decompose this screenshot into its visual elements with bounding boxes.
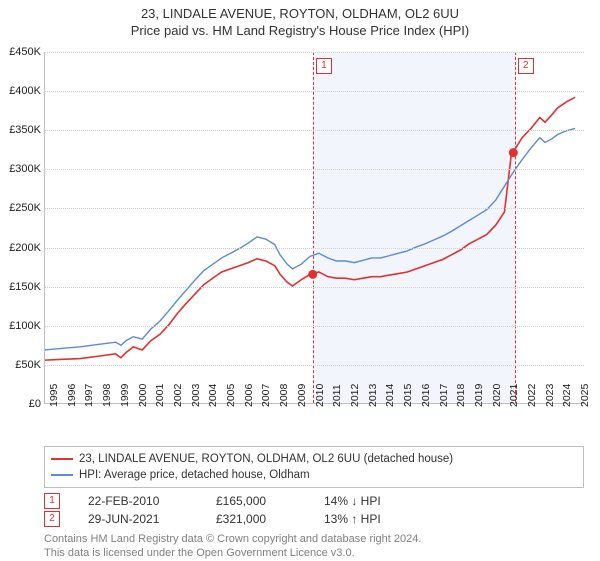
y-axis-label: £450K xyxy=(9,46,41,58)
sale-price: £165,000 xyxy=(216,494,296,508)
x-axis-label: 2001 xyxy=(154,384,166,407)
chart-svg xyxy=(45,52,584,403)
x-axis-label: 2019 xyxy=(473,384,485,407)
legend-label: 23, LINDALE AVENUE, ROYTON, OLDHAM, OL2 … xyxy=(79,451,453,467)
x-axis-label: 1997 xyxy=(83,384,95,407)
x-axis-label: 2012 xyxy=(349,384,361,407)
sale-label-box: 1 xyxy=(316,58,332,74)
attribution: Contains HM Land Registry data © Crown c… xyxy=(44,532,584,561)
y-axis-label: £200K xyxy=(9,242,41,254)
x-axis-label: 2007 xyxy=(260,384,272,407)
x-axis-label: 2016 xyxy=(420,384,432,407)
x-axis-label: 1998 xyxy=(101,384,113,407)
x-axis-label: 2006 xyxy=(243,384,255,407)
legend-label: HPI: Average price, detached house, Oldh… xyxy=(79,467,310,483)
x-axis-label: 2014 xyxy=(384,384,396,407)
sale-date: 22-FEB-2010 xyxy=(88,494,188,508)
legend-item: 23, LINDALE AVENUE, ROYTON, OLDHAM, OL2 … xyxy=(51,451,577,467)
x-axis-label: 2011 xyxy=(331,384,343,407)
sale-marker-icon: 1 xyxy=(44,493,60,509)
sale-delta: 14% ↓ HPI xyxy=(324,494,381,508)
x-axis-label: 1995 xyxy=(48,384,60,407)
y-axis-label: £100K xyxy=(9,320,41,332)
sale-dot xyxy=(509,148,518,157)
sale-marker-icon: 2 xyxy=(44,511,60,527)
sale-row: 2 29-JUN-2021 £321,000 13% ↑ HPI xyxy=(44,511,584,527)
x-axis-label: 1999 xyxy=(119,384,131,407)
attribution-line: This data is licensed under the Open Gov… xyxy=(44,546,584,560)
x-axis-label: 2008 xyxy=(278,384,290,407)
x-axis-label: 2002 xyxy=(172,384,184,407)
x-axis-label: 2010 xyxy=(314,384,326,407)
y-axis-label: £150K xyxy=(9,281,41,293)
x-axis-label: 2003 xyxy=(190,384,202,407)
y-axis-label: £350K xyxy=(9,124,41,136)
x-axis-label: 2020 xyxy=(491,384,503,407)
sale-label-box: 2 xyxy=(518,58,534,74)
sale-row: 1 22-FEB-2010 £165,000 14% ↓ HPI xyxy=(44,493,584,509)
x-axis-label: 2025 xyxy=(579,384,591,407)
x-axis-label: 2024 xyxy=(561,384,573,407)
x-axis-label: 2013 xyxy=(367,384,379,407)
series-line xyxy=(45,97,575,360)
attribution-line: Contains HM Land Registry data © Crown c… xyxy=(44,532,584,546)
x-axis-label: 2021 xyxy=(508,384,520,407)
x-axis-label: 2005 xyxy=(225,384,237,407)
x-axis-label: 2009 xyxy=(296,384,308,407)
title-subtitle: Price paid vs. HM Land Registry's House … xyxy=(0,23,600,38)
x-axis-label: 2015 xyxy=(402,384,414,407)
series-line xyxy=(45,128,575,349)
legend-swatch xyxy=(51,474,73,476)
x-axis-label: 1996 xyxy=(66,384,78,407)
sale-price: £321,000 xyxy=(216,512,296,526)
x-axis-label: 2004 xyxy=(207,384,219,407)
sale-delta: 13% ↑ HPI xyxy=(324,512,381,526)
x-axis-label: 2000 xyxy=(137,384,149,407)
legend-item: HPI: Average price, detached house, Oldh… xyxy=(51,467,577,483)
x-axis-label: 2017 xyxy=(438,384,450,407)
legend-swatch xyxy=(51,458,73,460)
title-address: 23, LINDALE AVENUE, ROYTON, OLDHAM, OL2 … xyxy=(0,6,600,21)
y-axis-label: £50K xyxy=(15,359,41,371)
x-axis-label: 2022 xyxy=(526,384,538,407)
x-axis-label: 2023 xyxy=(544,384,556,407)
x-axis-label: 2018 xyxy=(455,384,467,407)
y-axis-label: £400K xyxy=(9,85,41,97)
line-chart: £0£50K£100K£150K£200K£250K£300K£350K£400… xyxy=(44,52,584,404)
y-axis-label: £0 xyxy=(29,398,41,410)
y-axis-label: £300K xyxy=(9,163,41,175)
legend: 23, LINDALE AVENUE, ROYTON, OLDHAM, OL2 … xyxy=(44,446,584,488)
y-axis-label: £250K xyxy=(9,202,41,214)
sale-dot xyxy=(308,270,317,279)
sale-date: 29-JUN-2021 xyxy=(88,512,188,526)
